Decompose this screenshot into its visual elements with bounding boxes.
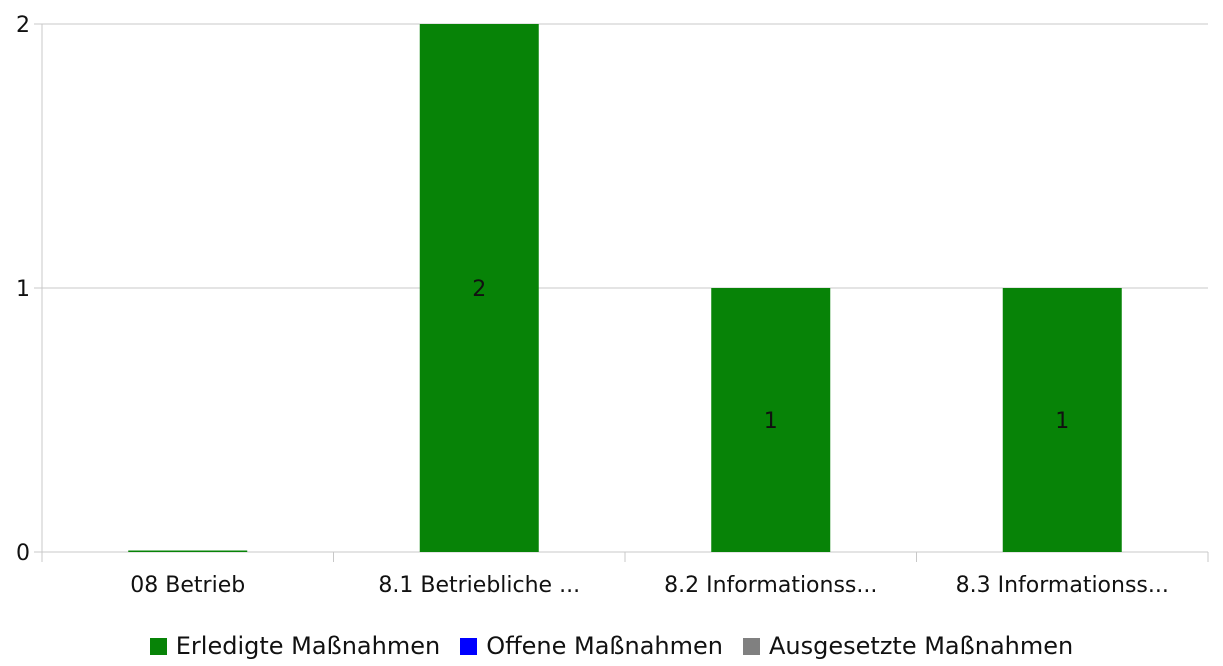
y-tick-label: 0 — [16, 541, 30, 566]
legend-label-completed: Erledigte Maßnahmen — [175, 632, 441, 660]
bar-value-label: 1 — [764, 409, 778, 434]
bar-chart: 2 1 1 0 1 2 08 Betrieb 8.1 Betriebliche ... 8.… — [16, 13, 1209, 598]
y-tick-label: 2 — [16, 13, 30, 38]
legend-swatch-suspended — [743, 637, 760, 655]
x-axis-categories: 08 Betrieb 8.1 Betriebliche ... 8.2 Inform… — [130, 573, 1169, 598]
x-category-label: 8.2 Informationss... — [664, 573, 877, 598]
bar — [419, 24, 539, 552]
bars — [128, 24, 1122, 552]
bar — [711, 288, 831, 552]
legend-label-suspended: Ausgesetzte Maßnahmen — [769, 632, 1074, 660]
legend: Erledigte Maßnahmen Offene Maßnahmen Aus… — [0, 632, 1223, 660]
legend-item-open: Offene Maßnahmen — [460, 632, 723, 660]
y-axis-ticks: 0 1 2 — [16, 13, 30, 566]
legend-item-completed: Erledigte Maßnahmen — [149, 632, 441, 660]
axes — [41, 24, 1209, 562]
legend-label-open: Offene Maßnahmen — [486, 632, 723, 660]
legend-item-suspended: Ausgesetzte Maßnahmen — [743, 632, 1073, 660]
x-category-label: 8.3 Informationss... — [956, 573, 1169, 598]
x-category-label: 8.1 Betriebliche ... — [378, 573, 580, 598]
bar-value-label: 1 — [1055, 409, 1069, 434]
data-labels: 2 1 1 — [472, 277, 1069, 434]
legend-swatch-open — [460, 637, 478, 655]
y-tick-label: 1 — [16, 277, 30, 302]
x-category-label: 08 Betrieb — [130, 573, 245, 598]
bar-value-label: 2 — [472, 277, 486, 302]
bar — [128, 550, 248, 552]
bar — [1002, 288, 1122, 552]
legend-swatch-completed — [149, 637, 167, 655]
